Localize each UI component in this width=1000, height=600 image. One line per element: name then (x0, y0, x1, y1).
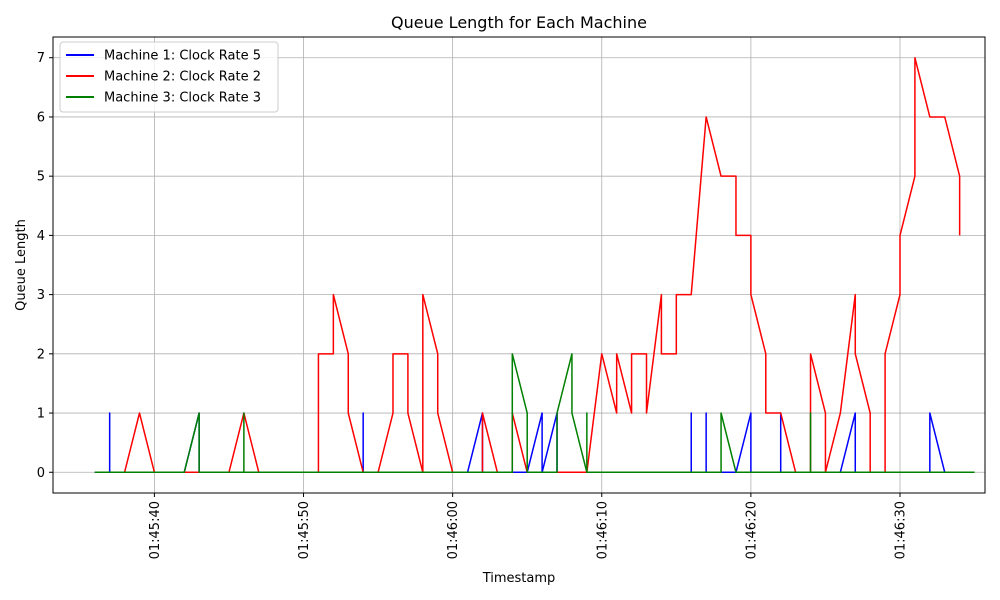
axis-ticks: 0 1 2 3 4 5 6 7 01:45:40 01:45:50 01:46:00 01:46:10… (37, 51, 909, 559)
series-line-machine-2 (123, 56, 961, 474)
x-tick-label: 01:46:10 (595, 501, 610, 559)
y-axis-label: Queue Length (14, 219, 29, 311)
x-axis-label: Timestamp (482, 571, 556, 586)
x-tick-label: 01:45:40 (148, 501, 163, 559)
legend-label: Machine 3: Clock Rate 3 (104, 91, 261, 106)
chart-title: Queue Length for Each Machine (391, 13, 647, 32)
series-lines (94, 56, 975, 474)
legend: Machine 1: Clock Rate 5 Machine 2: Clock … (59, 41, 279, 113)
y-tick-label: 5 (37, 170, 45, 185)
plot-frame (52, 36, 986, 494)
y-tick-label: 6 (37, 110, 45, 125)
x-tick-label: 01:45:50 (297, 501, 312, 559)
legend-box (59, 41, 279, 113)
y-tick-label: 1 (37, 407, 45, 422)
plot-area (53, 37, 985, 493)
series-line-machine-3 (94, 353, 975, 474)
x-tick-label: 01:46:20 (744, 501, 759, 559)
y-tick-label: 7 (37, 51, 45, 66)
y-tick-label: 3 (37, 288, 45, 303)
x-tick-label: 01:46:30 (894, 501, 909, 559)
y-tick-label: 2 (37, 347, 45, 362)
x-tick-label: 01:46:00 (446, 501, 461, 559)
y-tick-label: 4 (37, 229, 45, 244)
legend-label: Machine 2: Clock Rate 2 (104, 70, 261, 85)
legend-label: Machine 1: Clock Rate 5 (104, 49, 261, 64)
grid (53, 37, 985, 493)
y-tick-label: 0 (37, 466, 45, 481)
